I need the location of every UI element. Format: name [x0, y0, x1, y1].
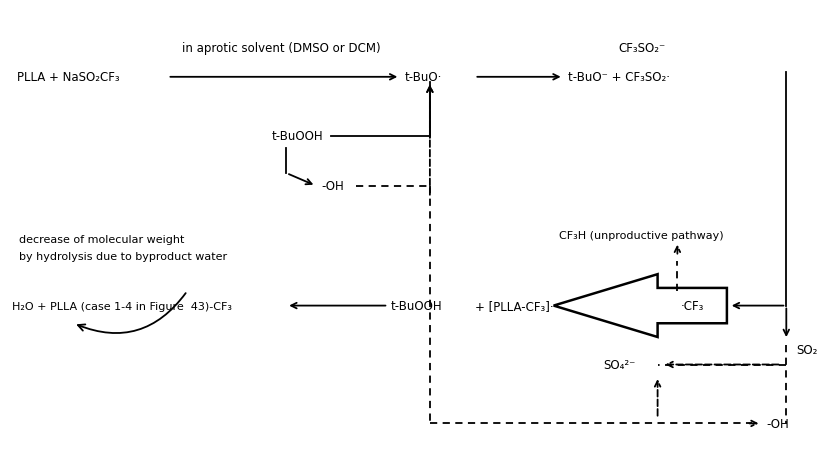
Text: -OH: -OH [320, 180, 344, 193]
Text: H₂O + PLLA (case 1-4 in Figure  43)-CF₃: H₂O + PLLA (case 1-4 in Figure 43)-CF₃ [12, 301, 232, 311]
Text: t-BuOOH: t-BuOOH [271, 130, 323, 143]
Text: SO₄²⁻: SO₄²⁻ [603, 358, 635, 371]
Text: t-BuO·: t-BuO· [405, 71, 442, 84]
Text: by hydrolysis due to byproduct water: by hydrolysis due to byproduct water [19, 252, 227, 262]
Text: PLLA + NaSO₂CF₃: PLLA + NaSO₂CF₃ [17, 71, 120, 84]
Text: CF₃H (unproductive pathway): CF₃H (unproductive pathway) [558, 230, 722, 241]
Text: SO₂: SO₂ [795, 343, 817, 357]
Text: decrease of molecular weight: decrease of molecular weight [19, 234, 184, 244]
Text: in aprotic solvent (DMSO or DCM): in aprotic solvent (DMSO or DCM) [182, 42, 380, 55]
Text: + [PLLA-CF₃]·: + [PLLA-CF₃]· [475, 299, 553, 313]
Text: -OH: -OH [766, 417, 788, 430]
Text: t-BuOOH: t-BuOOH [390, 299, 441, 313]
Text: CF₃SO₂⁻: CF₃SO₂⁻ [617, 42, 665, 55]
Text: t-BuO⁻ + CF₃SO₂·: t-BuO⁻ + CF₃SO₂· [568, 71, 670, 84]
Text: ·CF₃: ·CF₃ [680, 299, 703, 313]
FancyArrowPatch shape [78, 293, 186, 333]
